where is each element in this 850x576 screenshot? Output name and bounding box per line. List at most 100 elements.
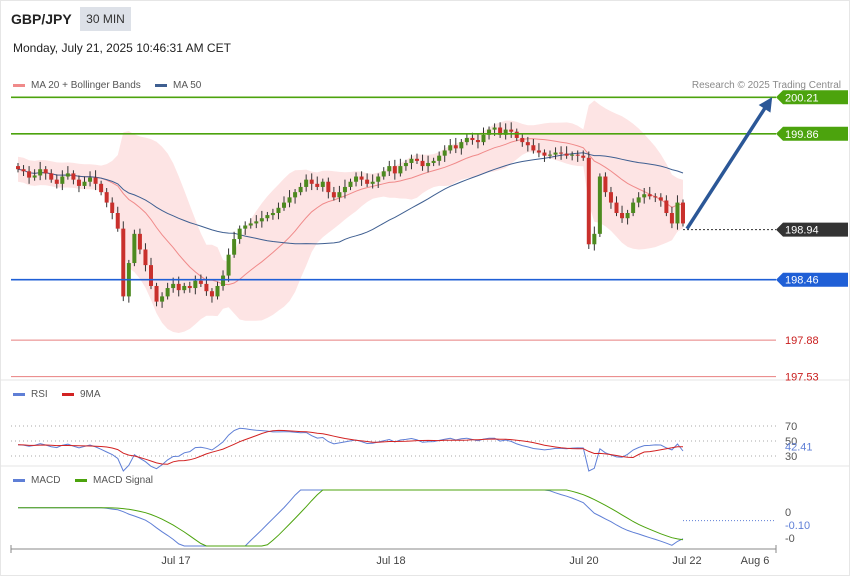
candle-body — [520, 137, 525, 143]
candle-body — [132, 233, 137, 264]
candle-body — [453, 145, 458, 149]
rsi-tick-label: 50 — [785, 436, 797, 448]
candle-body — [254, 221, 259, 224]
candle-body — [365, 179, 370, 184]
candle-body — [415, 158, 419, 161]
candle-body — [104, 192, 109, 203]
macd-signal-line — [18, 489, 684, 547]
candle-body — [664, 200, 669, 214]
candle-body — [381, 171, 386, 177]
candle-body — [681, 202, 685, 224]
candle-body — [553, 152, 558, 155]
x-tick-label: Jul 22 — [672, 555, 701, 567]
candle-body — [154, 285, 159, 302]
candle-body — [525, 142, 530, 146]
candle-body — [564, 153, 569, 156]
candle-body — [176, 283, 181, 291]
ma20-swatch — [13, 83, 25, 87]
candle-body — [614, 202, 619, 214]
candle-body — [82, 181, 87, 186]
candle-body — [403, 162, 408, 167]
level-tag — [776, 222, 848, 237]
x-tick-label: Jul 20 — [569, 555, 598, 567]
candle-body — [559, 152, 564, 154]
candle-body — [492, 127, 497, 130]
candle-body — [669, 213, 674, 224]
bollinger-band — [18, 100, 683, 333]
x-tick-label: Jul 17 — [161, 555, 190, 567]
candle-body — [503, 129, 508, 135]
candle-body — [586, 157, 591, 245]
forecast-arrow — [685, 105, 768, 230]
candle-body — [542, 152, 547, 156]
candle-body — [282, 202, 286, 208]
candle-body — [592, 233, 597, 245]
candle-body — [620, 213, 625, 219]
candle-body — [137, 233, 142, 250]
candle-body — [370, 181, 375, 184]
candle-body — [581, 155, 586, 158]
candle-body — [337, 192, 342, 198]
candle-body — [603, 176, 608, 193]
candle-body — [398, 166, 403, 174]
ma50-legend-label: MA 50 — [173, 80, 202, 91]
candle-body — [198, 280, 203, 284]
candle-body — [647, 194, 652, 197]
candle-body — [65, 173, 70, 177]
candle-body — [653, 196, 658, 198]
candle-body — [658, 197, 663, 201]
candle-body — [431, 160, 436, 163]
macd-legend-label: MACD — [31, 475, 61, 486]
rsi-ma-legend-label: 9MA — [80, 389, 101, 400]
level-label: 200.21 — [785, 92, 819, 104]
symbol-title: GBP/JPY — [11, 11, 72, 27]
candle-body — [464, 137, 469, 143]
candle-body — [21, 169, 26, 172]
level-label: 197.88 — [785, 335, 819, 347]
candle-body — [71, 173, 76, 180]
candle-body — [342, 186, 347, 193]
candle-body — [642, 194, 647, 198]
forecast-arrow-head — [758, 97, 773, 113]
level-tag — [776, 272, 848, 287]
candle-body — [27, 171, 32, 178]
candle-body — [459, 142, 464, 149]
legend-rsi-ma: 9MA — [62, 389, 101, 400]
candle-body — [359, 176, 364, 180]
candle-body — [54, 179, 59, 184]
ma20-legend-label: MA 20 + Bollinger Bands — [31, 80, 141, 91]
rsi-tick-label: 70 — [785, 421, 797, 433]
candle-body — [348, 181, 353, 187]
candle-body — [475, 140, 480, 143]
candle-body — [608, 192, 613, 203]
candle-body — [237, 228, 242, 240]
candle-body — [675, 202, 680, 224]
rsi-tick-label: 30 — [785, 451, 797, 463]
candle-body — [49, 173, 54, 180]
candle-body — [315, 183, 320, 187]
candle-body — [442, 150, 447, 156]
candle-body — [625, 213, 630, 219]
rsi-value-label: 42.41 — [785, 442, 813, 454]
rsi-legend-label: RSI — [31, 389, 48, 400]
candle-body — [76, 179, 81, 186]
datetime-label: Monday, July 21, 2025 10:46:31 AM CET — [13, 41, 231, 55]
candle-body — [270, 213, 275, 216]
candle-body — [248, 223, 253, 226]
legend-ma50: MA 50 — [155, 80, 201, 91]
x-tick-label: Aug 6 — [741, 555, 770, 567]
candle-body — [265, 215, 270, 219]
candle-body — [376, 176, 381, 182]
candle-body — [187, 285, 192, 289]
candle-body — [293, 192, 298, 198]
candle-body — [298, 186, 303, 193]
candle-body — [498, 127, 503, 135]
candle-body — [304, 179, 309, 187]
timeframe-button[interactable]: 30 MIN — [80, 7, 131, 31]
candle-body — [165, 288, 170, 297]
candle-body — [426, 162, 431, 167]
credit-label: Research © 2025 Trading Central — [691, 80, 841, 91]
candle-body — [38, 169, 43, 176]
candle-body — [204, 283, 209, 292]
candle-body — [60, 176, 65, 184]
